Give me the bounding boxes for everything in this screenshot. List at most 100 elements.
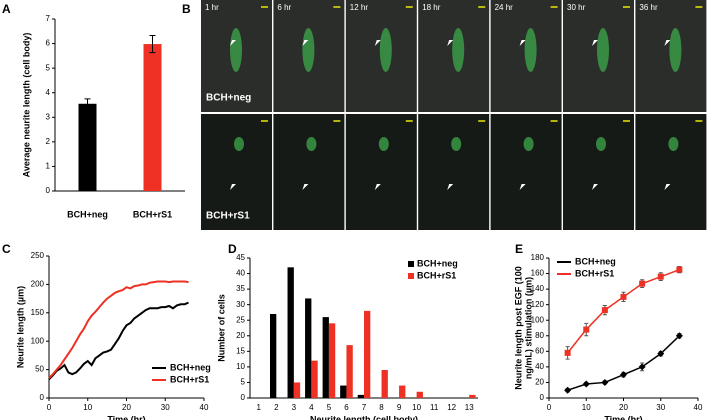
y-tick-label: 5 [46, 63, 51, 72]
microscopy-tile [201, 114, 272, 230]
marker [657, 350, 665, 358]
microscopy-tile [273, 114, 345, 230]
bar [416, 391, 423, 398]
cell-signal [669, 28, 682, 72]
panel-label: C [2, 242, 11, 256]
y-axis-label: Number of cells [216, 294, 226, 362]
x-axis-label: Time (hr) [107, 414, 145, 420]
cell-signal [452, 28, 465, 72]
error-bar [84, 98, 91, 110]
y-tick-label: 80 [535, 331, 544, 340]
y-tick-label: 25 [236, 315, 245, 324]
y-tick-label: 20 [236, 331, 245, 340]
marker [582, 380, 590, 388]
line [567, 268, 680, 354]
bar [311, 360, 318, 398]
x-tick-label: 4 [309, 403, 314, 412]
x-tick-label: 11 [430, 403, 439, 412]
legend-label: BCH+rS1 [575, 268, 614, 278]
arrowhead [374, 40, 381, 46]
line [48, 280, 189, 379]
y-tick-label: 200 [31, 280, 45, 289]
marker [620, 371, 627, 379]
y-tick-label: 0 [241, 393, 246, 402]
marker [583, 326, 590, 333]
x-tick-label: 10 [83, 403, 92, 412]
cell-signal [597, 28, 609, 72]
y-tick-label: 40 [535, 362, 544, 371]
y-axis-label: Average neurite length (cell body) [21, 33, 31, 178]
x-tick-label: 1 [257, 403, 262, 412]
y-axis-label: Neurite length (µm) [15, 286, 25, 368]
x-tick-label: 40 [694, 403, 703, 412]
panel-label: B [182, 2, 191, 16]
bar [469, 394, 476, 398]
y-tick-label: 0 [46, 186, 51, 195]
cell-signal [451, 137, 462, 151]
marker [564, 349, 571, 356]
marker [638, 363, 646, 371]
y-tick-label: 0 [40, 393, 45, 402]
bar [293, 382, 301, 398]
line [48, 301, 189, 380]
y-tick-label: 15 [236, 346, 245, 355]
legend-swatch [408, 273, 414, 279]
arrowhead [592, 184, 598, 190]
bar [364, 310, 371, 398]
cell-signal [306, 137, 317, 151]
y-tick-label: 0 [540, 393, 545, 402]
x-tick-label: 0 [47, 403, 52, 412]
arrowhead [374, 184, 381, 190]
error-bar [149, 34, 156, 54]
cell-signal [379, 28, 392, 72]
time-label: 18 hr [422, 3, 441, 12]
row-label: BCH+neg [206, 93, 251, 104]
time-label: 24 hr [495, 3, 514, 12]
y-tick-label: 45 [236, 253, 245, 262]
bar [381, 370, 388, 398]
cell-signal [596, 137, 606, 151]
marker [639, 280, 646, 287]
y-tick-label: 100 [531, 315, 545, 324]
marker [657, 273, 664, 280]
microscopy-tile [345, 114, 417, 230]
arrowhead [664, 40, 671, 46]
bar [269, 314, 277, 398]
y-tick-label: 6 [46, 39, 51, 48]
y-tick-label: 3 [46, 112, 51, 121]
cell-signal [523, 137, 534, 151]
panel-label: D [228, 242, 237, 256]
y-tick-label: 20 [535, 378, 544, 387]
x-tick-label: 10 [412, 403, 421, 412]
x-axis-label: Time (hr) [604, 414, 642, 420]
cell-signal [302, 28, 315, 72]
legend-label: BCH+neg [575, 256, 616, 266]
y-tick-label: 140 [531, 284, 545, 293]
y-tick-label: 100 [31, 336, 45, 345]
y-tick-label: 50 [35, 365, 44, 374]
bar [305, 298, 312, 398]
bar [328, 323, 336, 398]
arrowhead [230, 40, 236, 46]
x-tick-label: 2 [274, 403, 279, 412]
x-tick-label: 20 [619, 403, 628, 412]
x-axis-label: Neurite length (cell body) [310, 414, 418, 420]
bar [322, 317, 329, 398]
legend-label: BCH+neg [417, 258, 458, 268]
y-tick-label: 40 [236, 269, 245, 278]
y-axis-label: Neurite length post EGF (100 [513, 266, 523, 390]
y-tick-label: 4 [46, 88, 51, 97]
x-tick-label: 10 [582, 403, 591, 412]
arrowhead [447, 184, 454, 190]
arrowhead [519, 40, 526, 46]
time-label: 30 hr [567, 3, 586, 12]
cell-signal [668, 137, 679, 151]
x-tick-label: BCH+neg [67, 209, 108, 219]
microscopy-tile [418, 114, 490, 230]
y-tick-label: 180 [531, 253, 545, 262]
marker [676, 266, 683, 273]
y-tick-label: 60 [535, 346, 544, 355]
x-tick-label: 5 [327, 403, 332, 412]
y-tick-label: 160 [531, 269, 545, 278]
arrowhead [592, 40, 598, 46]
